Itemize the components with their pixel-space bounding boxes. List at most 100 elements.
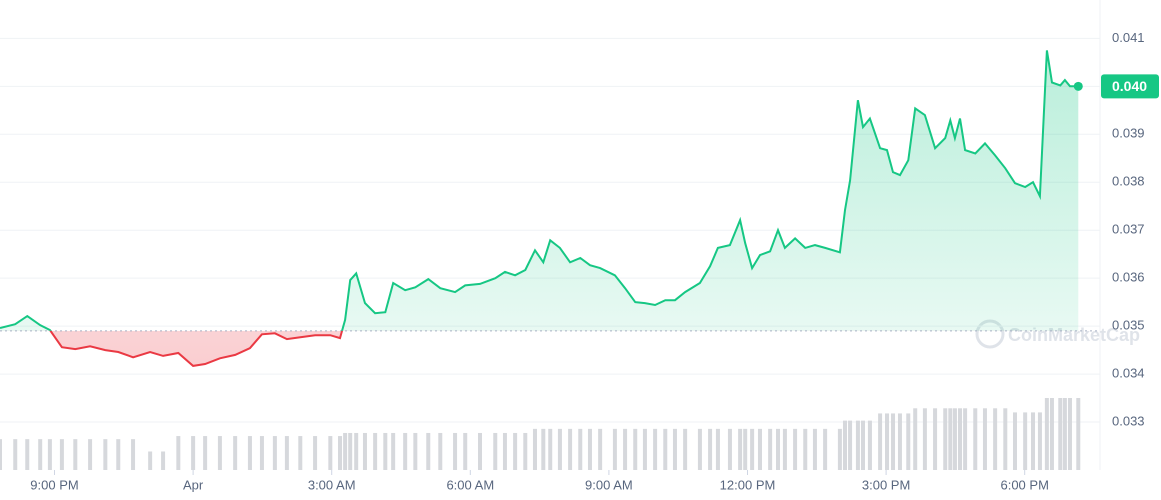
- volume-bar: [891, 413, 896, 470]
- volume-bar: [1067, 398, 1072, 470]
- volume-bar: [1037, 412, 1042, 470]
- volume-bar: [578, 428, 583, 470]
- volume-bar: [952, 408, 957, 470]
- volume-bar: [478, 432, 483, 470]
- volume-bar: [683, 428, 688, 470]
- volume-bar: [463, 432, 468, 470]
- volume-bar: [1062, 398, 1067, 470]
- volume-bar: [13, 439, 18, 470]
- volume-bar: [73, 439, 78, 470]
- volume-bar: [148, 451, 153, 470]
- volume-bar: [116, 439, 121, 470]
- volume-bar: [502, 432, 507, 470]
- volume-bar: [715, 428, 720, 470]
- volume-bar: [855, 420, 860, 470]
- volume-bar: [812, 428, 817, 470]
- volume-bar: [426, 432, 431, 470]
- x-tick-label: 9:00 AM: [585, 477, 633, 492]
- volume-bar: [1076, 398, 1081, 470]
- volume-bar: [653, 428, 658, 470]
- price-line-down: [49, 330, 344, 367]
- volume-bar: [217, 436, 222, 470]
- volume-bar: [523, 432, 528, 470]
- x-tick-label: 3:00 PM: [862, 477, 910, 492]
- volume-bar: [913, 408, 918, 470]
- volume-bar: [557, 428, 562, 470]
- volume-bar: [298, 436, 303, 470]
- area-up: [0, 50, 1079, 331]
- volume-bar: [1031, 412, 1036, 470]
- volume-bar: [568, 428, 573, 470]
- y-tick-label: 0.038: [1112, 174, 1145, 189]
- volume-bar: [541, 428, 546, 470]
- y-tick-label: 0.034: [1112, 366, 1145, 381]
- volume-bar: [362, 432, 367, 470]
- volume-bar: [743, 428, 748, 470]
- volume-bar: [885, 413, 890, 470]
- x-tick-label: 12:00 PM: [720, 477, 776, 492]
- price-tag-label: 0.040: [1112, 78, 1147, 94]
- y-tick-label: 0.041: [1112, 30, 1145, 45]
- volume-bar: [933, 408, 938, 470]
- volume-bar: [203, 436, 208, 470]
- y-tick-label: 0.037: [1112, 222, 1145, 237]
- x-tick-label: 3:00 AM: [308, 477, 356, 492]
- last-point: [1073, 81, 1083, 91]
- volume-bar: [598, 428, 603, 470]
- volume-bar: [958, 408, 963, 470]
- x-tick-label: 9:00 PM: [30, 477, 78, 492]
- volume-bar: [943, 408, 948, 470]
- volume-bar: [493, 432, 498, 470]
- x-tick-label: Apr: [183, 477, 204, 492]
- volume-bar: [438, 432, 443, 470]
- volume-bar: [548, 428, 553, 470]
- volume-bar: [612, 428, 617, 470]
- volume-bar: [768, 428, 773, 470]
- volume-bar: [750, 428, 755, 470]
- volume-bar: [793, 428, 798, 470]
- volume-bar: [131, 439, 136, 470]
- volume-bar: [233, 436, 238, 470]
- volume-bar: [663, 428, 668, 470]
- volume-bar: [775, 428, 780, 470]
- volume-bar: [837, 428, 842, 470]
- volume-bar: [860, 420, 865, 470]
- volume-bar: [403, 432, 408, 470]
- volume-bar: [823, 428, 828, 470]
- volume-bar: [328, 436, 333, 470]
- volume-bar: [867, 420, 872, 470]
- volume-bar: [88, 439, 93, 470]
- volume-bar: [513, 432, 518, 470]
- y-tick-label: 0.036: [1112, 270, 1145, 285]
- volume-bar: [906, 413, 911, 470]
- volume-bar: [672, 428, 677, 470]
- volume-bar: [727, 428, 732, 470]
- volume-bar: [373, 432, 378, 470]
- y-tick-label: 0.033: [1112, 413, 1145, 428]
- volume-bar: [1012, 412, 1017, 470]
- volume-bar: [782, 428, 787, 470]
- x-tick-label: 6:00 PM: [1000, 477, 1048, 492]
- volume-bar: [948, 408, 953, 470]
- volume-bar: [247, 436, 252, 470]
- volume-bar: [848, 420, 853, 470]
- volume-bar: [453, 432, 458, 470]
- volume-bar: [633, 428, 638, 470]
- price-tag: [1101, 74, 1159, 99]
- volume-bar: [878, 413, 883, 470]
- volume-bar: [587, 428, 592, 470]
- volume-bar: [191, 436, 196, 470]
- volume-bar: [982, 408, 987, 470]
- volume-bar: [532, 428, 537, 470]
- volume-bar: [842, 420, 847, 470]
- volume-bar: [284, 436, 289, 470]
- volume-bar: [38, 439, 43, 470]
- volume-bar: [922, 408, 927, 470]
- price-line-up: [0, 50, 1079, 331]
- volume-bar: [103, 439, 108, 470]
- volume-bar: [176, 436, 181, 470]
- volume-bar: [47, 439, 52, 470]
- volume-bar: [391, 432, 396, 470]
- volume-bar: [259, 436, 264, 470]
